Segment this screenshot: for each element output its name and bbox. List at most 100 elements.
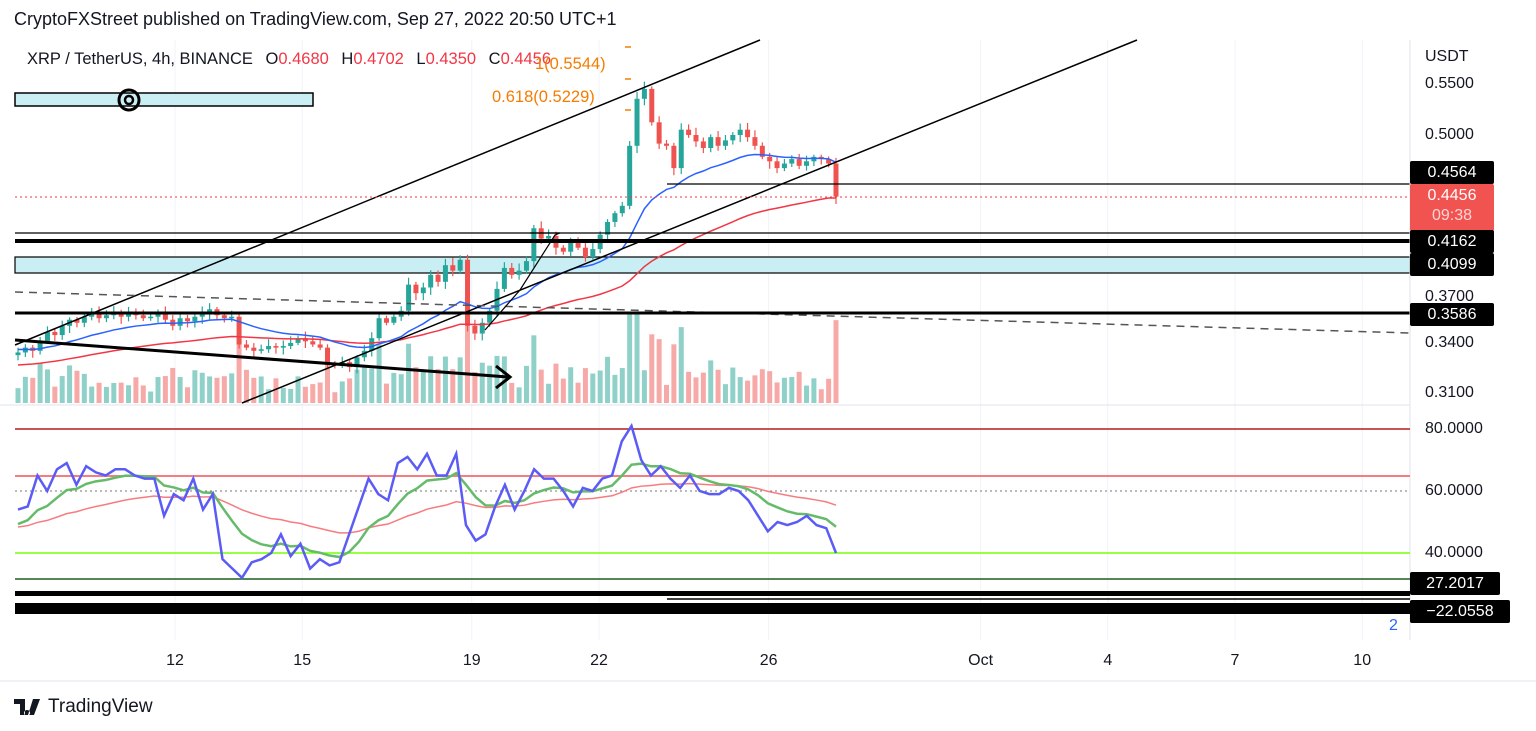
volume-bar — [597, 370, 603, 403]
high-value: 0.4702 — [353, 50, 404, 68]
candle — [184, 318, 190, 322]
volume-bar — [664, 384, 670, 403]
candle — [162, 313, 168, 320]
volume-bar — [96, 382, 102, 403]
close-value: 0.4456 — [500, 50, 552, 68]
candle — [619, 205, 625, 214]
candle — [523, 261, 529, 271]
candle — [752, 137, 758, 146]
volume-bar — [398, 374, 404, 403]
brand-name: TradingView — [48, 696, 153, 717]
candle — [641, 88, 647, 99]
ma-slow-line — [17, 197, 837, 366]
fib-ticks — [625, 46, 631, 111]
open-label: O — [265, 50, 279, 68]
candle — [804, 161, 810, 166]
arrow-head-icon — [495, 364, 513, 390]
candle — [354, 357, 360, 368]
lower-pane-label: −22.0558 — [1410, 600, 1510, 623]
volume-bar — [693, 377, 699, 403]
candle — [605, 221, 611, 235]
candle — [258, 349, 264, 351]
candle — [310, 341, 316, 345]
volume-bar — [339, 381, 345, 403]
candle — [383, 318, 389, 323]
volume-bar — [236, 335, 242, 403]
pane-badge[interactable]: 2 — [1389, 617, 1398, 634]
volume-bar — [74, 370, 80, 403]
volume-bar — [280, 387, 286, 403]
volume-bar — [118, 382, 124, 403]
volume-bar — [804, 385, 810, 403]
volume-bar — [177, 377, 183, 403]
volume-bar — [465, 313, 471, 403]
candle — [177, 318, 183, 326]
volume-bar — [737, 377, 743, 403]
volume-bar — [52, 386, 58, 403]
volume-bar — [15, 388, 21, 403]
candle — [568, 241, 574, 252]
candle — [302, 338, 308, 342]
candle — [501, 267, 507, 289]
candle — [781, 163, 787, 169]
candle — [442, 265, 448, 282]
volume-bar — [111, 382, 117, 403]
volume-bar — [369, 368, 375, 403]
low-value: 0.4350 — [425, 50, 477, 68]
candle — [737, 129, 743, 135]
candle — [759, 145, 765, 157]
candle — [789, 159, 795, 164]
volume-bar — [479, 362, 485, 403]
volume-bar — [818, 389, 824, 403]
volume-bar — [442, 356, 448, 403]
volume-bar — [288, 388, 294, 403]
candle — [509, 267, 515, 275]
candle — [236, 316, 242, 345]
time-tick: 12 — [166, 652, 184, 669]
candle — [700, 141, 706, 148]
volume-bar — [531, 335, 537, 403]
volume-bar — [568, 367, 574, 403]
time-tick: 4 — [1103, 652, 1113, 669]
candle — [796, 159, 802, 166]
volume-bar — [796, 371, 802, 403]
volume-bar — [420, 371, 426, 403]
fib-label-1: 1(0.5544) — [535, 55, 606, 73]
rsi-value-label: 27.2017 — [1410, 572, 1500, 595]
channel-lower — [241, 39, 1138, 404]
volume-bar — [700, 372, 706, 403]
candle — [531, 228, 537, 262]
time-tick: 15 — [293, 652, 312, 669]
candle — [457, 259, 463, 271]
level-label: 0.3586 — [1410, 303, 1494, 326]
candle — [767, 156, 773, 162]
volume-bar — [44, 369, 50, 403]
volume-bar — [538, 369, 544, 403]
volume-bar — [811, 378, 817, 403]
rsi-ma-line — [17, 462, 837, 559]
price-tick: 0.3700 — [1425, 288, 1474, 305]
volume-bar — [619, 368, 625, 403]
candle — [325, 347, 331, 364]
time-tick: 7 — [1230, 652, 1240, 669]
volume-bar — [354, 369, 360, 403]
candle — [199, 313, 205, 317]
volume-bar — [671, 344, 677, 403]
price-tick: 0.3100 — [1425, 384, 1474, 401]
volume-bar — [686, 371, 692, 403]
candle — [487, 310, 493, 323]
volume-bar — [745, 380, 751, 403]
candle — [627, 145, 633, 206]
candle — [560, 247, 566, 252]
volume-bar — [383, 383, 389, 403]
symbol-legend[interactable]: XRP / TetherUS, 4h, BINANCE O0.4680 H0.4… — [27, 50, 551, 69]
volume-bar — [347, 378, 353, 403]
volume-bar — [627, 313, 633, 403]
volume-bar — [523, 365, 529, 403]
candle — [280, 346, 286, 348]
tradingview-logo[interactable]: TradingView — [14, 696, 153, 718]
volume-bar — [612, 374, 618, 403]
trendline-arrow — [14, 338, 509, 379]
candle — [317, 344, 323, 348]
